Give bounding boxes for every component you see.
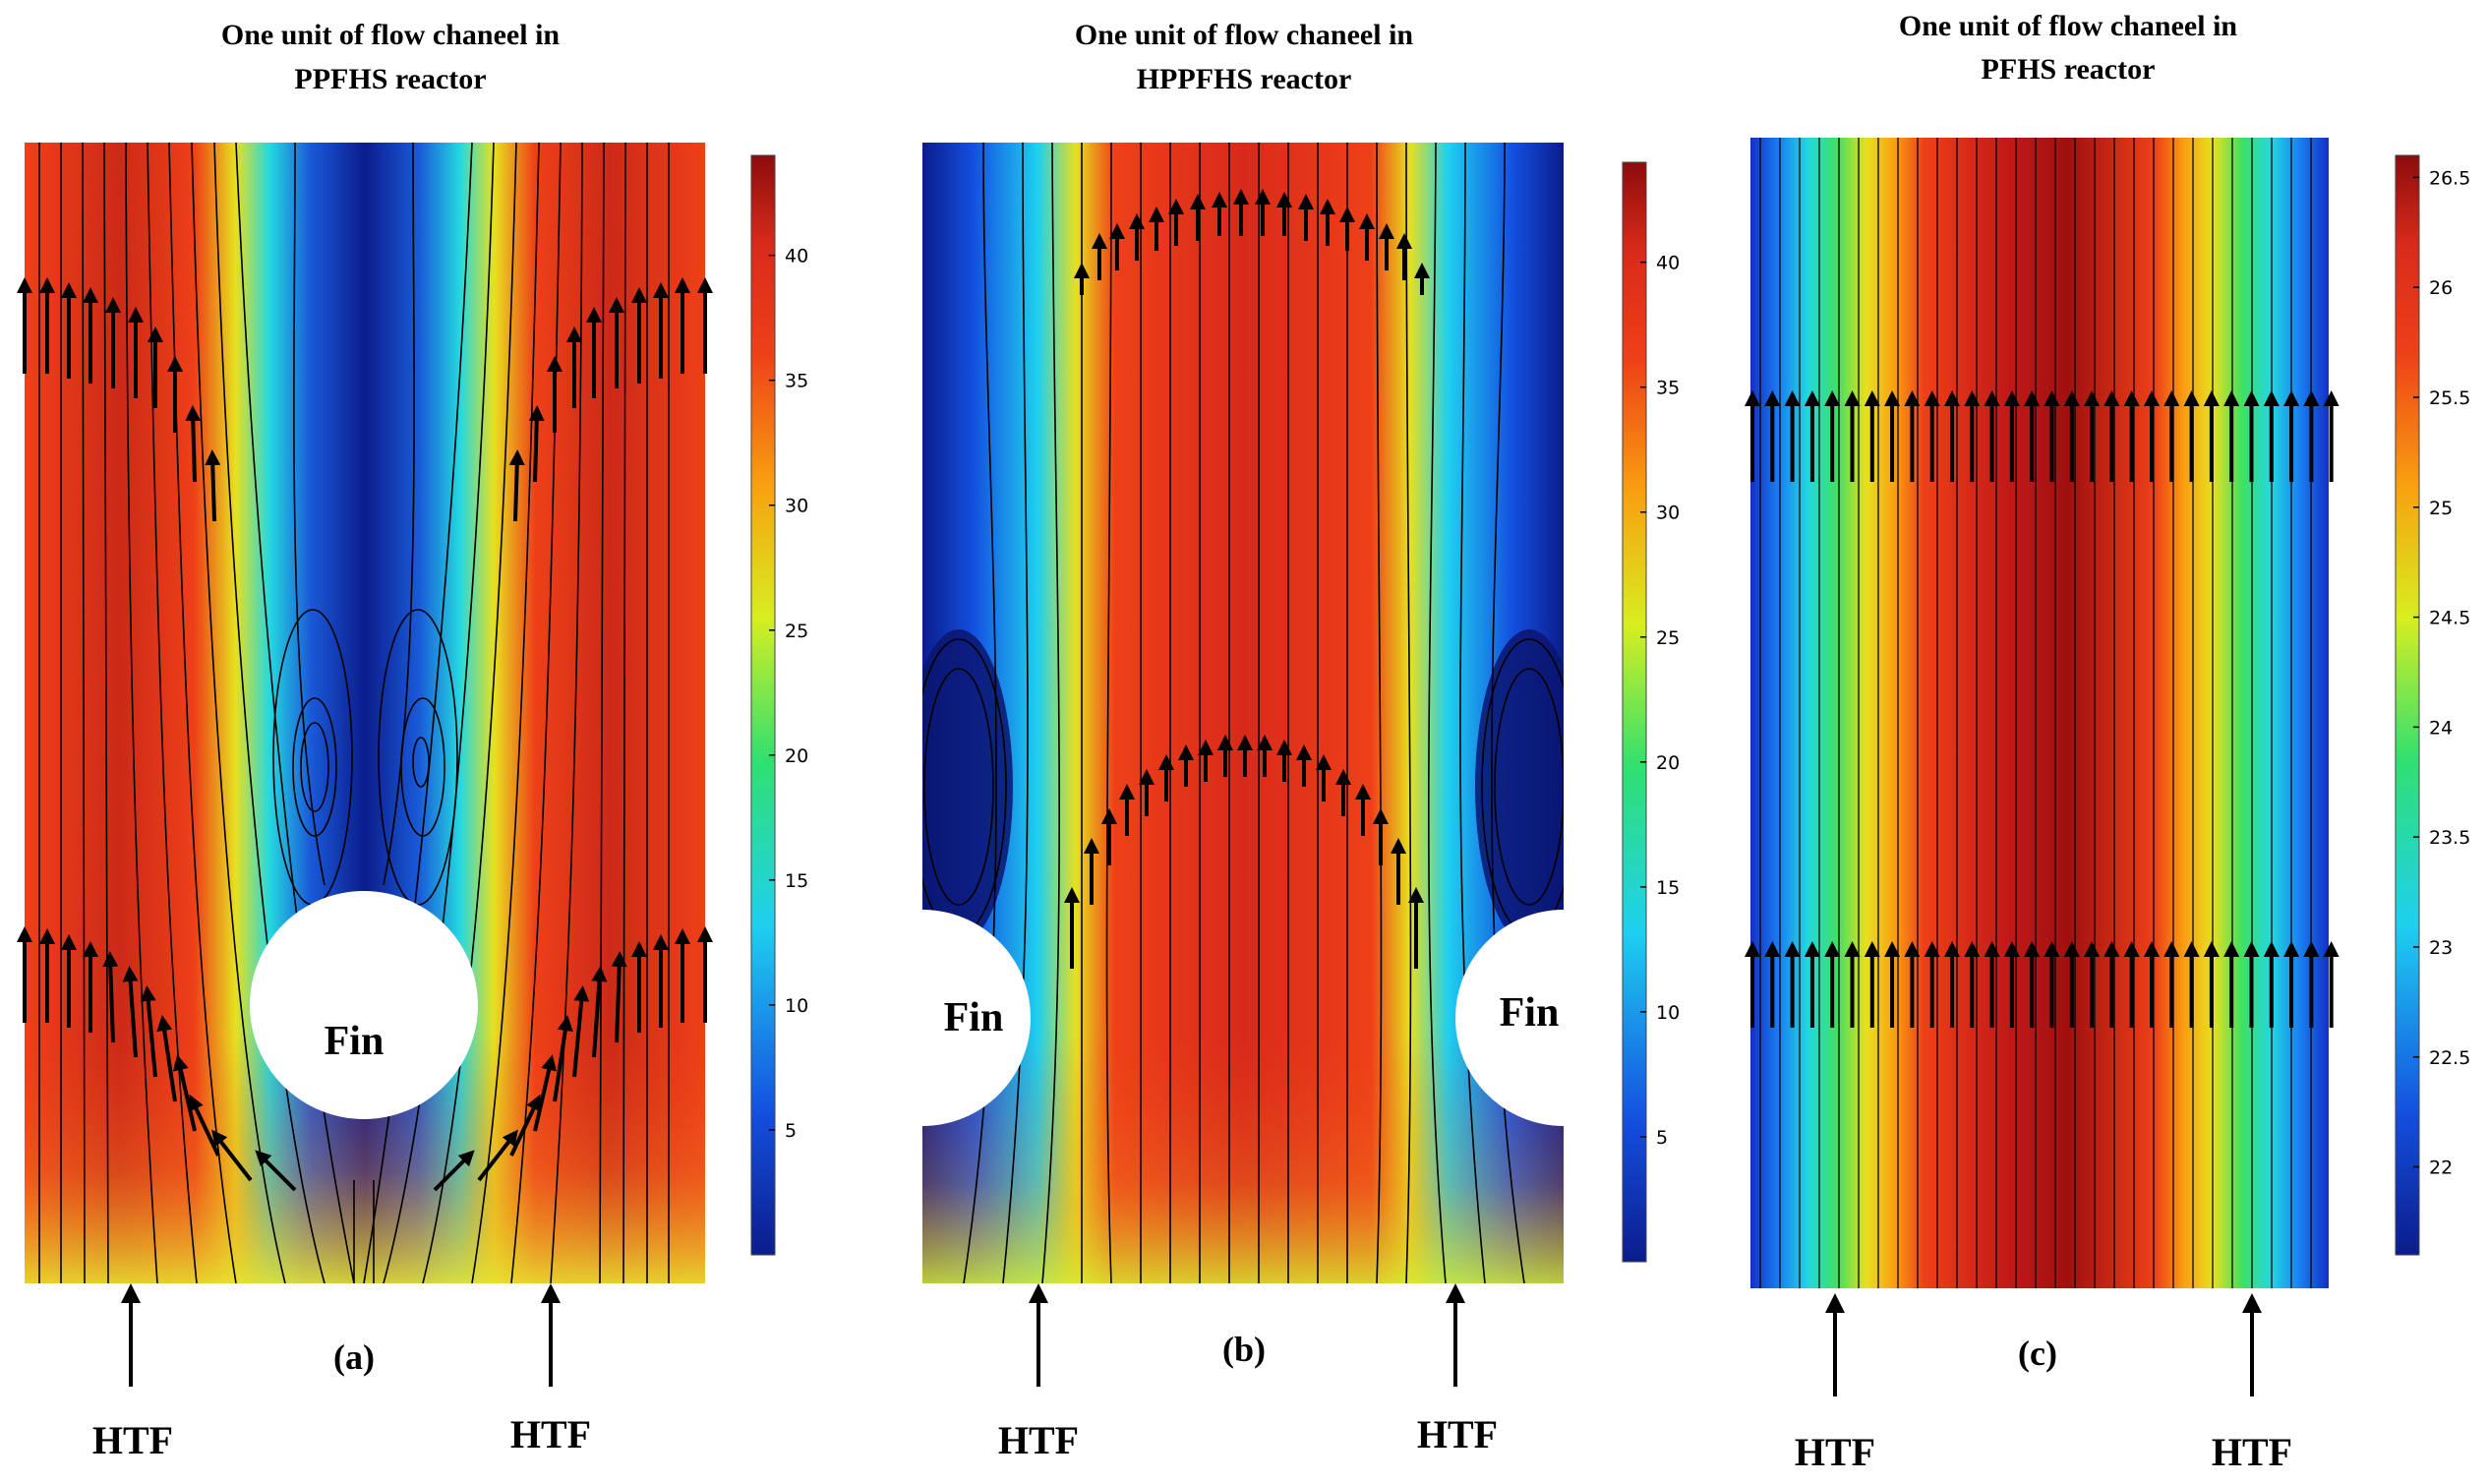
colorbar-tick-label: 30 [785,496,808,517]
colorbar-tick-label: 30 [1656,503,1680,524]
colorbar-tick-label: 26 [2429,277,2453,299]
panel-c-colorbar-ticks: 26.5 26 25.5 25 24.5 24 23.5 23 22.5 22 [2413,167,2470,1179]
colorbar-tick-label: 24.5 [2429,608,2470,629]
panel-c: One unit of flow chaneel in PFHS reactor… [1745,10,2470,1474]
panel-b-fin-right [1455,910,1564,1126]
colorbar-tick-label: 24 [2429,717,2453,739]
panel-a-label: (a) [333,1337,375,1377]
colorbar-tick-label: 22 [2429,1158,2453,1179]
panel-a-htf-right: HTF [510,1412,591,1456]
colorbar-tick-label: 40 [1656,253,1680,274]
panel-b-colorbar [1622,161,1647,1263]
panel-b-title-line2: HPPFHS reactor [1137,63,1352,95]
colorbar-tick-label: 25 [785,621,808,642]
panel-a-title-line2: PPFHS reactor [294,63,486,95]
colorbar-tick-label: 10 [785,995,808,1017]
panel-b-title-line1: One unit of flow chaneel in [1075,19,1413,51]
panel-a-title-line1: One unit of flow chaneel in [221,19,560,51]
panel-b-velocity-arrows-lower [1064,735,1424,969]
panel-b: One unit of flow chaneel in HPPFHS react… [922,19,1680,1462]
panel-b-htf-left: HTF [998,1418,1079,1462]
panel-c-label: (c) [2018,1334,2057,1373]
panel-a-colorbar-ticks: 40 35 30 25 20 15 10 5 [769,246,808,1142]
panel-b-colorbar-ticks: 40 35 30 25 20 15 10 5 [1640,253,1680,1149]
colorbar-tick-label: 25 [2429,498,2453,519]
panel-b-htf-right: HTF [1417,1412,1498,1456]
colorbar-tick-label: 10 [1656,1002,1680,1024]
colorbar-tick-label: 23 [2429,937,2453,959]
panel-c-htf-left: HTF [1795,1430,1875,1474]
panel-a-velocity-arrows-upper [17,277,713,522]
panel-b-fin-left-label: Fin [944,995,1004,1040]
panel-c-htf-arrows [1825,1293,2262,1396]
colorbar-tick-label: 20 [785,745,808,767]
colorbar-tick-label: 35 [785,371,808,392]
panel-c-title-line1: One unit of flow chaneel in [1899,10,2237,42]
colorbar-tick-label: 25.5 [2429,387,2470,409]
panel-a: One unit of flow chaneel in PPFHS reacto… [17,19,808,1462]
colorbar-tick-label: 40 [785,246,808,267]
panel-c-velocity-arrows [1745,390,2339,1028]
panel-c-title-line2: PFHS reactor [1982,53,2156,86]
panel-a-htf-arrows [121,1283,561,1387]
colorbar-tick-label: 5 [785,1120,797,1142]
panel-c-colorbar [2395,154,2420,1256]
colorbar-tick-label: 25 [1656,627,1680,649]
colorbar-tick-label: 20 [1656,752,1680,774]
colorbar-tick-label: 22.5 [2429,1047,2470,1069]
panel-b-field [922,143,1564,1283]
panel-a-field [25,143,705,1283]
panel-a-velocity-arrows-lower [17,926,713,1192]
panel-b-label: (b) [1222,1330,1266,1369]
panel-c-htf-right: HTF [2212,1430,2292,1474]
colorbar-tick-label: 23.5 [2429,827,2470,849]
colorbar-tick-label: 26.5 [2429,167,2470,189]
panel-a-colorbar [750,154,776,1256]
colorbar-tick-label: 15 [1656,877,1680,899]
panel-a-fin [250,891,478,1119]
panel-b-htf-arrows [1029,1283,1465,1387]
panel-c-field [1750,138,2329,1288]
panel-b-velocity-arrows-upper [1074,189,1430,295]
panel-a-htf-left: HTF [92,1418,173,1462]
panel-c-streamlines [1759,138,2312,1288]
panel-b-fin-left [922,910,1031,1126]
colorbar-tick-label: 5 [1656,1127,1668,1149]
panel-b-fin-right-label: Fin [1500,990,1560,1036]
panel-a-fin-label: Fin [325,1019,385,1064]
colorbar-tick-label: 35 [1656,378,1680,399]
colorbar-tick-label: 15 [785,870,808,892]
